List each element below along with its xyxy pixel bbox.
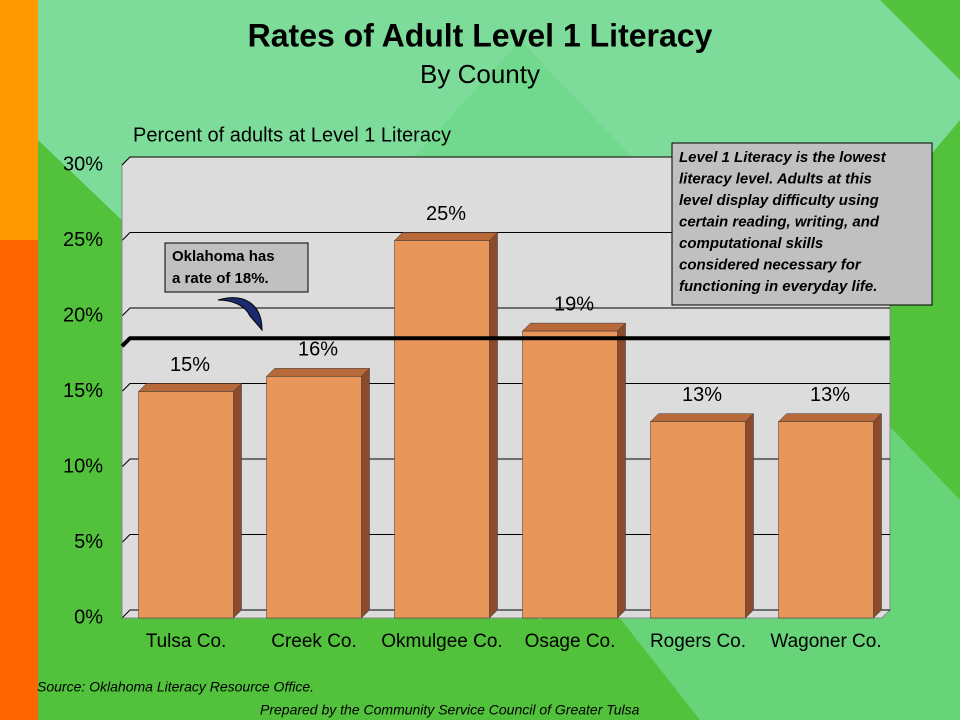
bar-side: [361, 367, 370, 619]
stripe: [0, 240, 38, 720]
bar-side: [873, 413, 882, 619]
bar-side: [233, 382, 242, 619]
x-tick-label: Wagoner Co.: [770, 631, 881, 652]
y-tick-label: 20%: [63, 304, 103, 326]
x-tick-label: Okmulgee Co.: [381, 631, 502, 652]
grid-line: [121, 609, 890, 619]
x-tick-label: Creek Co.: [271, 631, 357, 652]
annotation-box: [164, 242, 309, 293]
bar: [778, 421, 874, 619]
bar-top: [265, 368, 371, 377]
y-tick-label: 5%: [74, 531, 103, 553]
y-tick-label: 30%: [63, 153, 103, 175]
bar-top: [393, 232, 499, 241]
prepared-by: Prepared by the Community Service Counci…: [260, 702, 640, 718]
bar-side: [617, 322, 626, 619]
info-text: literacy level. Adults at this: [679, 170, 872, 187]
y-tick-label: 15%: [63, 380, 103, 402]
bar-top: [649, 413, 755, 422]
x-tick-label: Rogers Co.: [650, 631, 746, 652]
value-label: 25%: [426, 203, 466, 225]
bar-top: [521, 322, 627, 332]
notes: Oklahoma has a rate of 18%. Level 1 Litera…: [164, 142, 933, 332]
grid-line: [121, 383, 890, 392]
x-tick-label: Tulsa Co.: [146, 631, 227, 652]
bar: [522, 330, 618, 619]
plot: 0% 5% 10% 15% 20% 25% 30% Tulsa Co. 15% Creek Co.…: [63, 153, 891, 652]
x-tick-label: Osage Co.: [525, 631, 616, 652]
info-text: certain reading, writing, and: [679, 213, 880, 230]
value-label: 15%: [170, 354, 210, 376]
info-text: level display difficulty using: [679, 192, 879, 209]
annotation-text: a rate of 18%.: [172, 270, 269, 287]
grid-line: [121, 534, 890, 543]
bg-shape: [880, 0, 960, 80]
info-box: [671, 142, 933, 306]
value-label: 13%: [682, 384, 722, 406]
y-axis-label: Percent of adults at Level 1 Literacy: [133, 124, 451, 146]
bar-top: [137, 383, 243, 392]
bar-top: [777, 413, 883, 422]
y-tick-label: 10%: [63, 455, 103, 477]
chart-title: Rates of Adult Level 1 Literacy: [248, 17, 713, 53]
info-text: computational skills: [679, 235, 823, 252]
y-tick-label: 25%: [63, 229, 103, 251]
value-label: 19%: [554, 293, 594, 315]
grid-line: [121, 458, 890, 468]
grid-line: [121, 232, 890, 241]
value-label: 16%: [298, 339, 338, 361]
annotation-text: Oklahoma has: [172, 248, 275, 265]
bar-side: [745, 413, 754, 619]
bar: [266, 376, 362, 619]
grid-line: [121, 307, 890, 317]
chart-subtitle: By County: [420, 59, 540, 89]
info-text: considered necessary for: [679, 256, 862, 273]
reference-line: [120, 336, 890, 348]
bar: [138, 391, 234, 619]
info-text: functioning in everyday life.: [679, 278, 877, 295]
value-label: 13%: [810, 384, 850, 406]
source: Source: Oklahoma Literacy Resource Offic…: [37, 679, 314, 695]
y-tick-label: 0%: [74, 606, 103, 628]
bar: [650, 421, 746, 619]
bar-side: [489, 231, 498, 619]
info-text: Level 1 Literacy is the lowest: [679, 149, 887, 166]
stripe: [0, 0, 38, 240]
arrow: [217, 297, 263, 332]
bar: [394, 240, 490, 619]
grid-line: [121, 156, 890, 166]
